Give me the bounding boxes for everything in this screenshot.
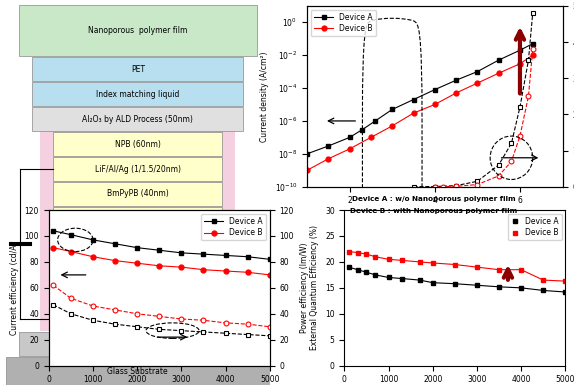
- Text: LiF/Al/Ag (1/1.5/20nm): LiF/Al/Ag (1/1.5/20nm): [95, 165, 181, 173]
- Legend: Device A, Device B: Device A, Device B: [311, 10, 376, 36]
- Text: Index matching liquid: Index matching liquid: [96, 89, 180, 98]
- Text: Device A : w/o Nanoporous polymer film: Device A : w/o Nanoporous polymer film: [351, 196, 515, 202]
- Bar: [19, 332, 257, 356]
- Text: BmPyPB (40nm): BmPyPB (40nm): [107, 189, 169, 198]
- Text: TCTA (10nm): TCTA (10nm): [113, 240, 162, 249]
- Text: Al (100 nm): Al (100 nm): [115, 339, 160, 348]
- Text: 30nm): 30nm): [127, 265, 152, 273]
- Bar: [6, 357, 270, 385]
- Bar: [53, 257, 222, 281]
- Bar: [53, 282, 222, 306]
- Y-axis label: Power efficiency (lm/W): Power efficiency (lm/W): [300, 243, 309, 333]
- Text: DCzPPy:Ir(ppy)₃ (10nm): DCzPPy:Ir(ppy)₃ (10nm): [92, 214, 183, 223]
- Bar: [19, 5, 257, 56]
- Bar: [53, 232, 222, 256]
- Bar: [53, 307, 222, 331]
- Y-axis label: Current efficiency (cd/A): Current efficiency (cd/A): [10, 241, 19, 335]
- Bar: [53, 157, 222, 181]
- Text: Device B : with Nanoporous polymer film: Device B : with Nanoporous polymer film: [350, 208, 517, 214]
- Bar: [53, 132, 222, 156]
- Legend: Device A, Device B: Device A, Device B: [508, 214, 561, 240]
- Text: Nanoporous  polymer film: Nanoporous polymer film: [88, 26, 188, 35]
- Text: Ag (100nm): Ag (100nm): [115, 314, 160, 323]
- Legend: Device A, Device B: Device A, Device B: [201, 214, 266, 240]
- Bar: [53, 182, 222, 206]
- Text: HATCN (10nm): HATCN (10nm): [110, 289, 166, 298]
- Bar: [32, 57, 243, 81]
- X-axis label: Voltage (V): Voltage (V): [406, 211, 463, 220]
- Text: Al₂O₃ by ALD Process (50nm): Al₂O₃ by ALD Process (50nm): [82, 114, 193, 124]
- Text: NPB (: NPB (: [104, 265, 125, 273]
- Bar: [32, 82, 243, 106]
- Text: Glass Substrate: Glass Substrate: [107, 366, 168, 375]
- Text: NPB (60nm): NPB (60nm): [115, 140, 161, 149]
- Bar: [53, 207, 222, 231]
- Y-axis label: External Quantum Efficiency (%): External Quantum Efficiency (%): [311, 225, 319, 350]
- Bar: [32, 107, 243, 131]
- Y-axis label: Current density (A/cm²): Current density (A/cm²): [260, 51, 269, 142]
- Text: PET: PET: [131, 65, 145, 74]
- Bar: [40, 131, 235, 331]
